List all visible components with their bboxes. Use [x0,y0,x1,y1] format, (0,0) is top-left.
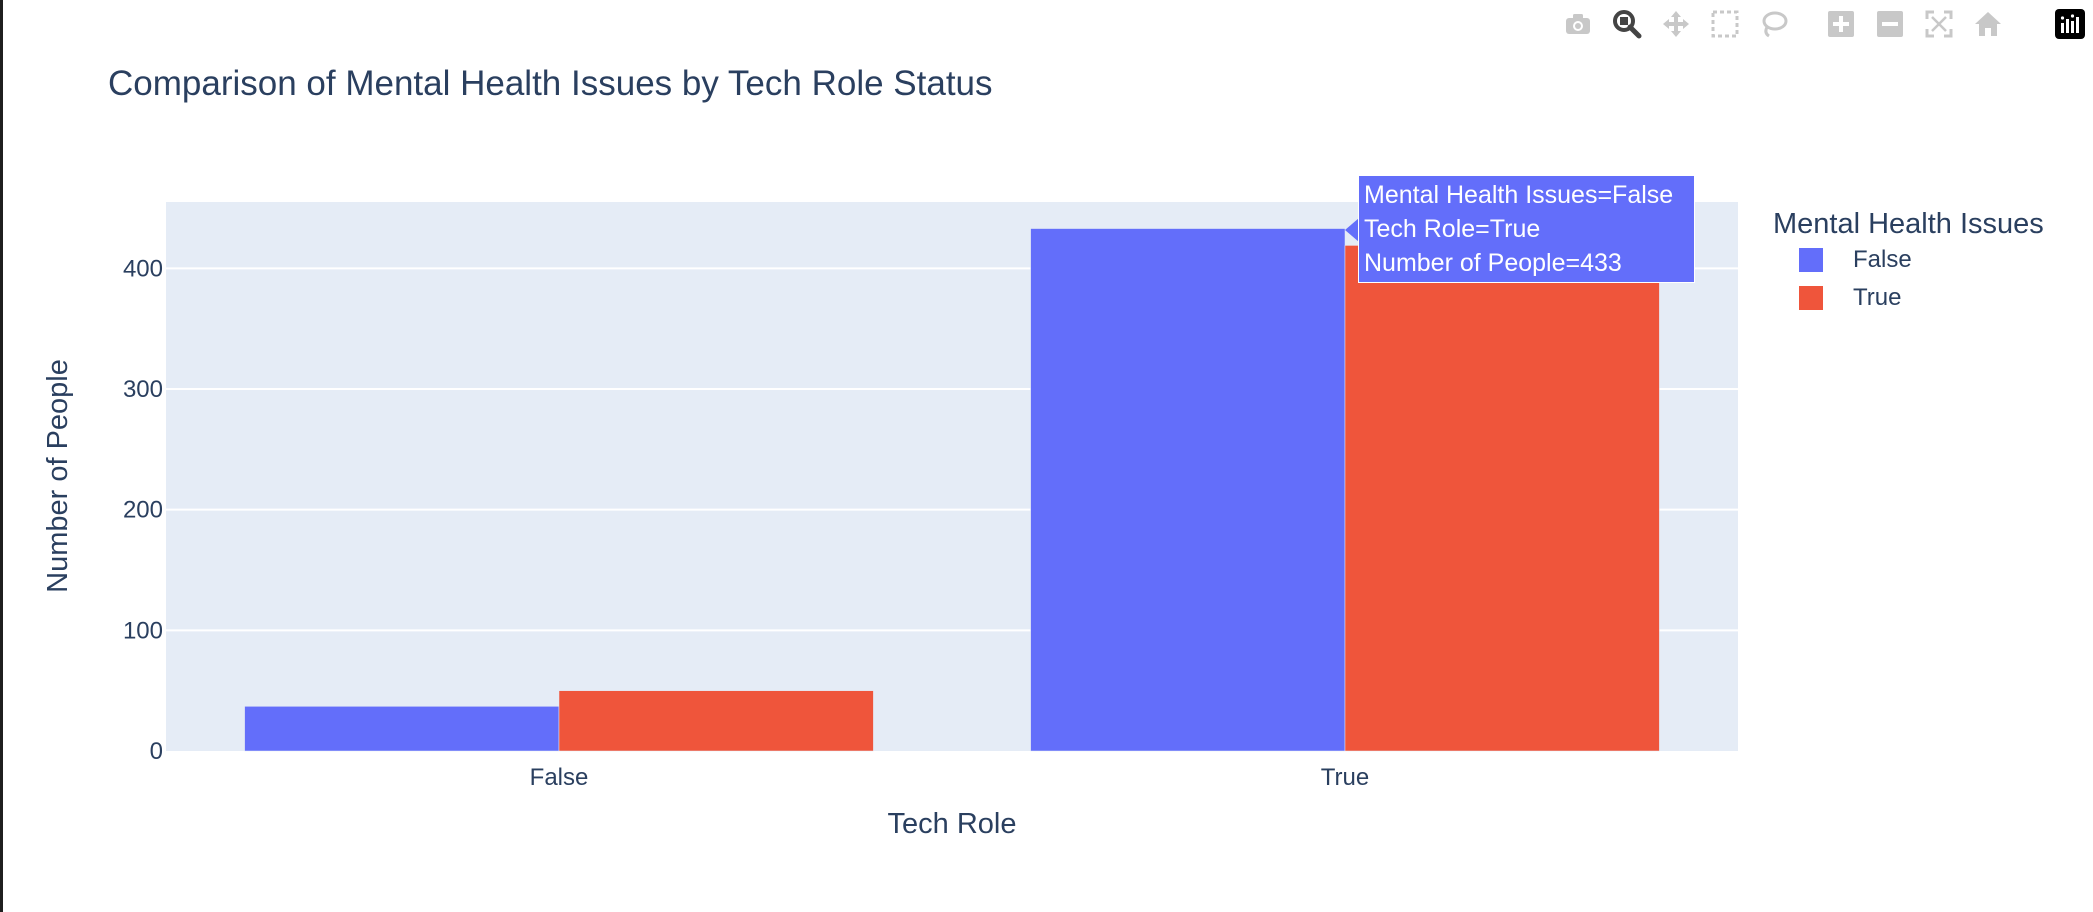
bar-true-false[interactable] [1030,228,1346,752]
hover-line-series: Mental Health Issues=False [1364,181,1674,209]
reset-axes-icon[interactable] [1970,6,2006,42]
x-axis-title: Tech Role [888,808,1017,840]
box-select-icon[interactable] [1707,6,1743,42]
y-tick-label: 200 [123,497,163,524]
y-axis-ticks: 0 100 200 300 400 [123,255,163,765]
y-tick-label: 300 [123,376,163,403]
bar-false-true[interactable] [558,690,874,752]
y-tick-label: 100 [123,617,163,644]
legend-item-false[interactable]: False [1799,241,2044,279]
legend-label-true: True [1853,284,1902,311]
y-tick-label: 0 [150,738,163,765]
plotly-logo-icon[interactable] [2052,6,2088,42]
legend-swatch-false [1799,248,1823,272]
hover-label-pointer [1345,218,1359,242]
y-tick-label: 400 [123,255,163,282]
autoscale-icon[interactable] [1921,6,1957,42]
lasso-select-icon[interactable] [1756,6,1792,42]
window-left-border [0,0,3,912]
camera-icon[interactable] [1560,6,1596,42]
bar-true-true[interactable] [1344,245,1660,752]
hover-label: Mental Health Issues=False Tech Role=Tru… [1358,175,1695,283]
zoom-out-icon[interactable] [1872,6,1908,42]
legend: Mental Health Issues False True [1773,208,2044,317]
bars [244,228,1660,752]
legend-title: Mental Health Issues [1773,208,2044,240]
x-tick-label: True [1321,764,1369,791]
hover-line-value: Number of People=433 [1364,249,1622,277]
chart-title: Comparison of Mental Health Issues by Te… [108,64,993,103]
x-axis-ticks: False True [530,764,1370,791]
y-axis-title: Number of People [42,359,74,593]
x-tick-label: False [530,764,589,791]
zoom-in-icon[interactable] [1823,6,1859,42]
pan-icon[interactable] [1658,6,1694,42]
hover-line-category: Tech Role=True [1364,215,1541,243]
bar-false-false[interactable] [244,706,560,752]
legend-item-true[interactable]: True [1799,279,2044,317]
zoom-icon[interactable] [1609,6,1645,42]
legend-swatch-true [1799,286,1823,310]
legend-label-false: False [1853,246,1912,273]
